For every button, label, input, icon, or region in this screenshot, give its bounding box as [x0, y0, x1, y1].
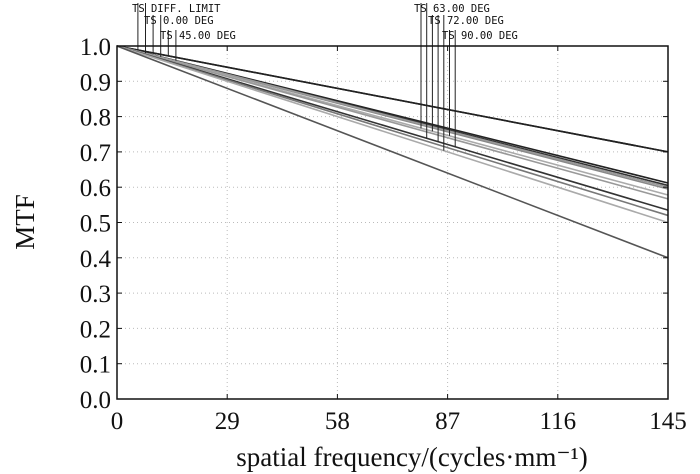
series-line: [116, 45, 669, 259]
x-tick-label: 116: [540, 408, 577, 435]
x-tick-label: 87: [435, 408, 460, 435]
series-line: [116, 45, 669, 224]
x-tick-label: 29: [215, 408, 240, 435]
series-line: [116, 45, 669, 153]
legend-label: TS 72.00 DEG: [428, 15, 504, 27]
y-tick-label: 0.8: [80, 105, 111, 132]
y-tick-label: 0.4: [80, 246, 112, 273]
y-tick-label: 0.2: [80, 316, 111, 343]
legend-label: TS 0.00 DEG: [144, 15, 214, 27]
y-tick-label: 0.1: [80, 352, 111, 379]
y-tick-label: 0.7: [80, 140, 111, 167]
y-tick-label: 0.5: [80, 211, 111, 238]
y-tick-label: 0.9: [80, 69, 111, 96]
y-axis-label: MTF: [10, 194, 40, 250]
x-axis-label: spatial frequency/(cycles·mm⁻¹): [236, 442, 587, 472]
legend-label: TS 63.00 DEG: [414, 3, 490, 15]
series-line: [116, 45, 669, 217]
series-line: [116, 45, 669, 188]
legend-label: TS 45.00 DEG: [160, 30, 236, 42]
y-tick-label: 0.6: [80, 175, 111, 202]
series-line: [116, 45, 669, 211]
legend-label: TS 90.00 DEG: [442, 30, 518, 42]
series-line: [116, 45, 669, 200]
legend-label: TS DIFF. LIMIT: [132, 3, 221, 15]
x-tick-label: 145: [649, 408, 687, 435]
x-tick-label: 58: [325, 408, 350, 435]
x-tick-label: 0: [111, 408, 124, 435]
y-tick-label: 0.3: [80, 281, 111, 308]
y-tick-label: 1.0: [80, 34, 111, 61]
y-tick-label: 0.0: [80, 387, 111, 414]
